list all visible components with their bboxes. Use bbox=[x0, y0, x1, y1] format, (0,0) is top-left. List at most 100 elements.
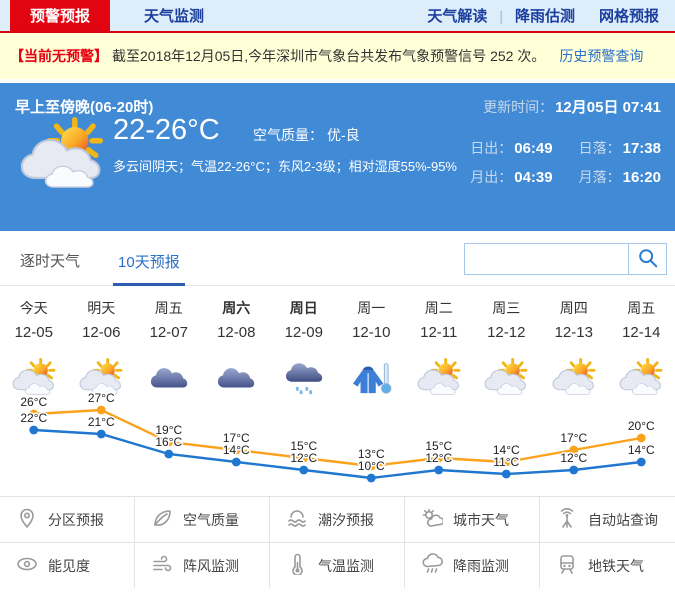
feature-label: 潮汐预报 bbox=[318, 511, 374, 528]
feature-label: 空气质量 bbox=[183, 511, 239, 528]
sun-moon-item-2: 月出： 04:39 bbox=[470, 169, 553, 186]
svg-text:14°C: 14°C bbox=[223, 443, 250, 457]
wave-icon bbox=[286, 507, 308, 532]
day-date: 12-05 bbox=[14, 324, 53, 341]
partly-cloudy-icon bbox=[0, 354, 68, 400]
forecast-day-12-14[interactable]: 周五 12-14 bbox=[608, 298, 675, 400]
forecast-day-12-08[interactable]: 周六 12-08 bbox=[203, 298, 271, 400]
svg-text:22°C: 22°C bbox=[20, 411, 47, 425]
day-weekday: 周五 bbox=[627, 300, 656, 316]
cloudy-icon bbox=[203, 354, 271, 400]
update-time-label: 更新时间： bbox=[483, 99, 554, 115]
air-quality-value: 优-良 bbox=[327, 127, 360, 143]
partly-cloudy-icon bbox=[405, 354, 473, 400]
forecast-day-12-05[interactable]: 今天 12-05 bbox=[0, 298, 68, 400]
rain-icon bbox=[270, 354, 338, 400]
cold-icon bbox=[338, 354, 406, 400]
forecast-day-12-11[interactable]: 周二 12-11 bbox=[405, 298, 473, 400]
sun-moon-times: 日出： 06:49 日落： 17:38 月出： 04:39 月落： 16:20 bbox=[470, 138, 661, 187]
feature-label: 阵风监测 bbox=[183, 557, 239, 574]
current-weather-panel: 早上至傍晚(06-20时) 更新时间： 12月05日 07:41 22-26°C … bbox=[0, 83, 675, 231]
feature-label: 地铁天气 bbox=[588, 557, 644, 574]
forecast-day-12-10[interactable]: 周一 12-10 bbox=[338, 298, 406, 400]
forecast-period-title: 早上至傍晚(06-20时) bbox=[15, 99, 154, 116]
day-weekday: 周二 bbox=[424, 300, 453, 316]
day-weekday: 明天 bbox=[87, 300, 116, 316]
air-quality-label: 空气质量： bbox=[253, 127, 323, 143]
svg-text:15°C: 15°C bbox=[425, 439, 452, 453]
svg-text:15°C: 15°C bbox=[290, 439, 317, 453]
day-weekday: 周一 bbox=[357, 300, 386, 316]
partly-cloudy-icon bbox=[473, 354, 541, 400]
feature-link-wind[interactable]: 阵风监测 bbox=[135, 543, 270, 588]
partly-cloudy-icon bbox=[608, 354, 675, 400]
feature-link-wave[interactable]: 潮汐预报 bbox=[270, 497, 405, 543]
forecast-day-12-13[interactable]: 周四 12-13 bbox=[540, 298, 608, 400]
cloudy-icon bbox=[135, 354, 203, 400]
forecast-day-12-09[interactable]: 周日 12-09 bbox=[270, 298, 338, 400]
forecast-day-row: 今天 12-05 明天 12-06 周五 12-07 周六 12-08 周日 12-0 bbox=[0, 298, 675, 400]
feature-link-train[interactable]: 地铁天气 bbox=[540, 543, 675, 588]
sun-moon-item-0: 日出： 06:49 bbox=[470, 140, 553, 157]
feature-label: 气温监测 bbox=[318, 557, 374, 574]
update-time-value: 12月05日 07:41 bbox=[555, 99, 661, 116]
feature-link-eye[interactable]: 能见度 bbox=[0, 543, 135, 588]
nav-links: 天气解读 | 降雨估测 网格预报 bbox=[423, 0, 675, 31]
temperature-line-chart: 26°C 27°C19°C17°C15°C13°C15°C 14°C17°C20°C… bbox=[19, 390, 656, 483]
tab-hourly-weather[interactable]: 逐时天气 bbox=[20, 253, 81, 270]
forecast-day-12-07[interactable]: 周五 12-07 bbox=[135, 298, 203, 400]
feature-link-city-weather[interactable]: 城市天气 bbox=[405, 497, 540, 543]
history-warning-link[interactable]: 历史预警查询 bbox=[559, 48, 644, 64]
day-date: 12-11 bbox=[420, 324, 458, 341]
svg-text:16°C: 16°C bbox=[155, 435, 182, 449]
feature-label: 降雨监测 bbox=[453, 557, 509, 574]
temperature-range: 22-26°C bbox=[113, 114, 220, 146]
train-icon bbox=[556, 553, 578, 578]
day-weekday: 周四 bbox=[559, 300, 588, 316]
day-date: 12-14 bbox=[622, 324, 661, 341]
update-time: 更新时间： 12月05日 07:41 bbox=[483, 96, 661, 117]
nav-link-0[interactable]: 天气解读 bbox=[427, 8, 488, 25]
nav-tab-weather-monitor[interactable]: 天气监测 bbox=[144, 8, 205, 25]
forecast-day-12-12[interactable]: 周三 12-12 bbox=[473, 298, 541, 400]
nav-link-2[interactable]: 网格预报 bbox=[598, 8, 659, 25]
feature-link-leaf[interactable]: 空气质量 bbox=[135, 497, 270, 543]
tab-10day-forecast[interactable]: 10天预报 bbox=[113, 251, 185, 286]
day-weekday: 周五 bbox=[154, 300, 183, 316]
feature-link-rain[interactable]: 降雨监测 bbox=[405, 543, 540, 588]
forecast-tab-bar: 逐时天气 10天预报 bbox=[0, 231, 675, 286]
wind-icon bbox=[151, 553, 173, 578]
svg-text:17°C: 17°C bbox=[560, 431, 587, 445]
feature-label: 自动站查询 bbox=[588, 511, 658, 528]
day-weekday: 周六 bbox=[222, 300, 251, 316]
nav-tab-warning-forecast[interactable]: 预警预报 bbox=[10, 0, 111, 31]
forecast-day-12-06[interactable]: 明天 12-06 bbox=[68, 298, 136, 400]
city-weather-icon bbox=[421, 507, 445, 532]
svg-text:13°C: 13°C bbox=[358, 447, 385, 461]
feature-link-station[interactable]: 自动站查询 bbox=[540, 497, 675, 543]
svg-text:11°C: 11°C bbox=[493, 455, 519, 469]
feature-link-map-pin[interactable]: 分区预报 bbox=[0, 497, 135, 543]
map-pin-icon bbox=[16, 507, 38, 532]
eye-icon bbox=[16, 553, 38, 578]
sun-moon-item-3: 月落： 16:20 bbox=[578, 169, 661, 186]
svg-text:26°C: 26°C bbox=[20, 395, 47, 409]
search-icon bbox=[637, 247, 659, 272]
day-weekday: 周日 bbox=[289, 300, 318, 316]
alert-bar: 【当前无预警】 截至2018年12月05日,今年深圳市气象台共发布气象预警信号 … bbox=[0, 33, 675, 79]
nav-link-separator: | bbox=[499, 7, 503, 24]
day-date: 12-13 bbox=[554, 324, 593, 341]
nav-link-1[interactable]: 降雨估测 bbox=[514, 8, 575, 25]
svg-text:20°C: 20°C bbox=[628, 419, 655, 433]
search-button[interactable] bbox=[628, 244, 666, 274]
air-quality: 空气质量： 优-良 bbox=[253, 125, 360, 145]
partly-cloudy-icon bbox=[540, 354, 608, 400]
search-box bbox=[464, 243, 667, 275]
feature-link-thermometer[interactable]: 气温监测 bbox=[270, 543, 405, 588]
search-input[interactable] bbox=[465, 244, 628, 274]
day-date: 12-08 bbox=[217, 324, 256, 341]
top-nav: 预警预报 天气监测 天气解读 | 降雨估测 网格预报 bbox=[0, 0, 675, 33]
svg-text:17°C: 17°C bbox=[223, 431, 250, 445]
alert-text: 截至2018年12月05日,今年深圳市气象台共发布气象预警信号 252 次。 bbox=[112, 48, 546, 64]
svg-text:12°C: 12°C bbox=[425, 451, 452, 465]
